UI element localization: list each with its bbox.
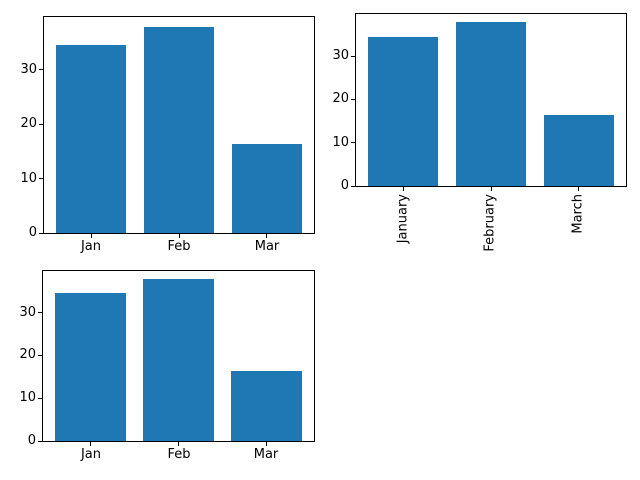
y-tick-label: 0 (28, 225, 37, 240)
y-tick-label: 30 (332, 48, 349, 63)
y-tick-label: 0 (340, 178, 349, 193)
y-tick-label: 10 (332, 135, 349, 150)
y-tick-mark (39, 233, 43, 234)
x-tick-mark (90, 442, 91, 446)
x-tick-mark (403, 187, 404, 191)
bar-march (543, 115, 614, 186)
bar-mar (231, 144, 302, 233)
bar-february (455, 21, 526, 186)
y-tick-mark (38, 398, 42, 399)
x-tick-label: Jan (80, 239, 102, 254)
bar-feb (143, 26, 214, 233)
x-tick-mark (491, 187, 492, 191)
y-tick-mark (351, 56, 355, 57)
x-tick-mark (266, 442, 267, 446)
x-tick-label: Mar (254, 239, 280, 254)
x-tick-mark (578, 187, 579, 191)
bar-chart-bottom-left: 0 10 20 30 Jan Feb Mar (19, 270, 315, 462)
x-tick-mark (178, 442, 179, 446)
y-tick-mark (39, 178, 43, 179)
x-tick-label: Feb (167, 447, 191, 462)
bar-january (368, 36, 439, 186)
y-tick-mark (351, 186, 355, 187)
bar-chart-top-left: 0 10 20 30 Jan Feb Mar (20, 16, 315, 254)
x-tick-mark (179, 234, 180, 238)
y-tick-label: 10 (19, 390, 36, 405)
x-tick-label: January (395, 194, 410, 244)
y-tick-label: 20 (19, 347, 36, 362)
x-tick-label: Feb (167, 239, 191, 254)
x-tick-label: Mar (253, 447, 279, 462)
y-tick-label: 30 (20, 62, 37, 77)
y-tick-label: 10 (20, 171, 37, 186)
y-tick-mark (38, 312, 42, 313)
y-tick-label: 0 (27, 433, 36, 448)
y-tick-mark (38, 355, 42, 356)
x-tick-mark (91, 234, 92, 238)
x-tick-label: February (483, 194, 498, 252)
y-tick-label: 20 (332, 91, 349, 106)
x-tick-mark (266, 234, 267, 238)
y-tick-mark (38, 441, 42, 442)
y-tick-mark (39, 69, 43, 70)
bar-jan (56, 45, 127, 233)
y-tick-label: 30 (19, 305, 36, 320)
bar-chart-top-right: 0 10 20 30 January February March (332, 13, 627, 252)
bar-mar (231, 371, 302, 441)
bar-jan (55, 293, 126, 441)
y-tick-mark (39, 124, 43, 125)
y-tick-mark (351, 99, 355, 100)
y-tick-mark (351, 142, 355, 143)
y-tick-label: 20 (20, 116, 37, 131)
x-tick-label: March (571, 194, 586, 234)
bar-feb (143, 278, 214, 441)
x-tick-label: Jan (80, 447, 102, 462)
